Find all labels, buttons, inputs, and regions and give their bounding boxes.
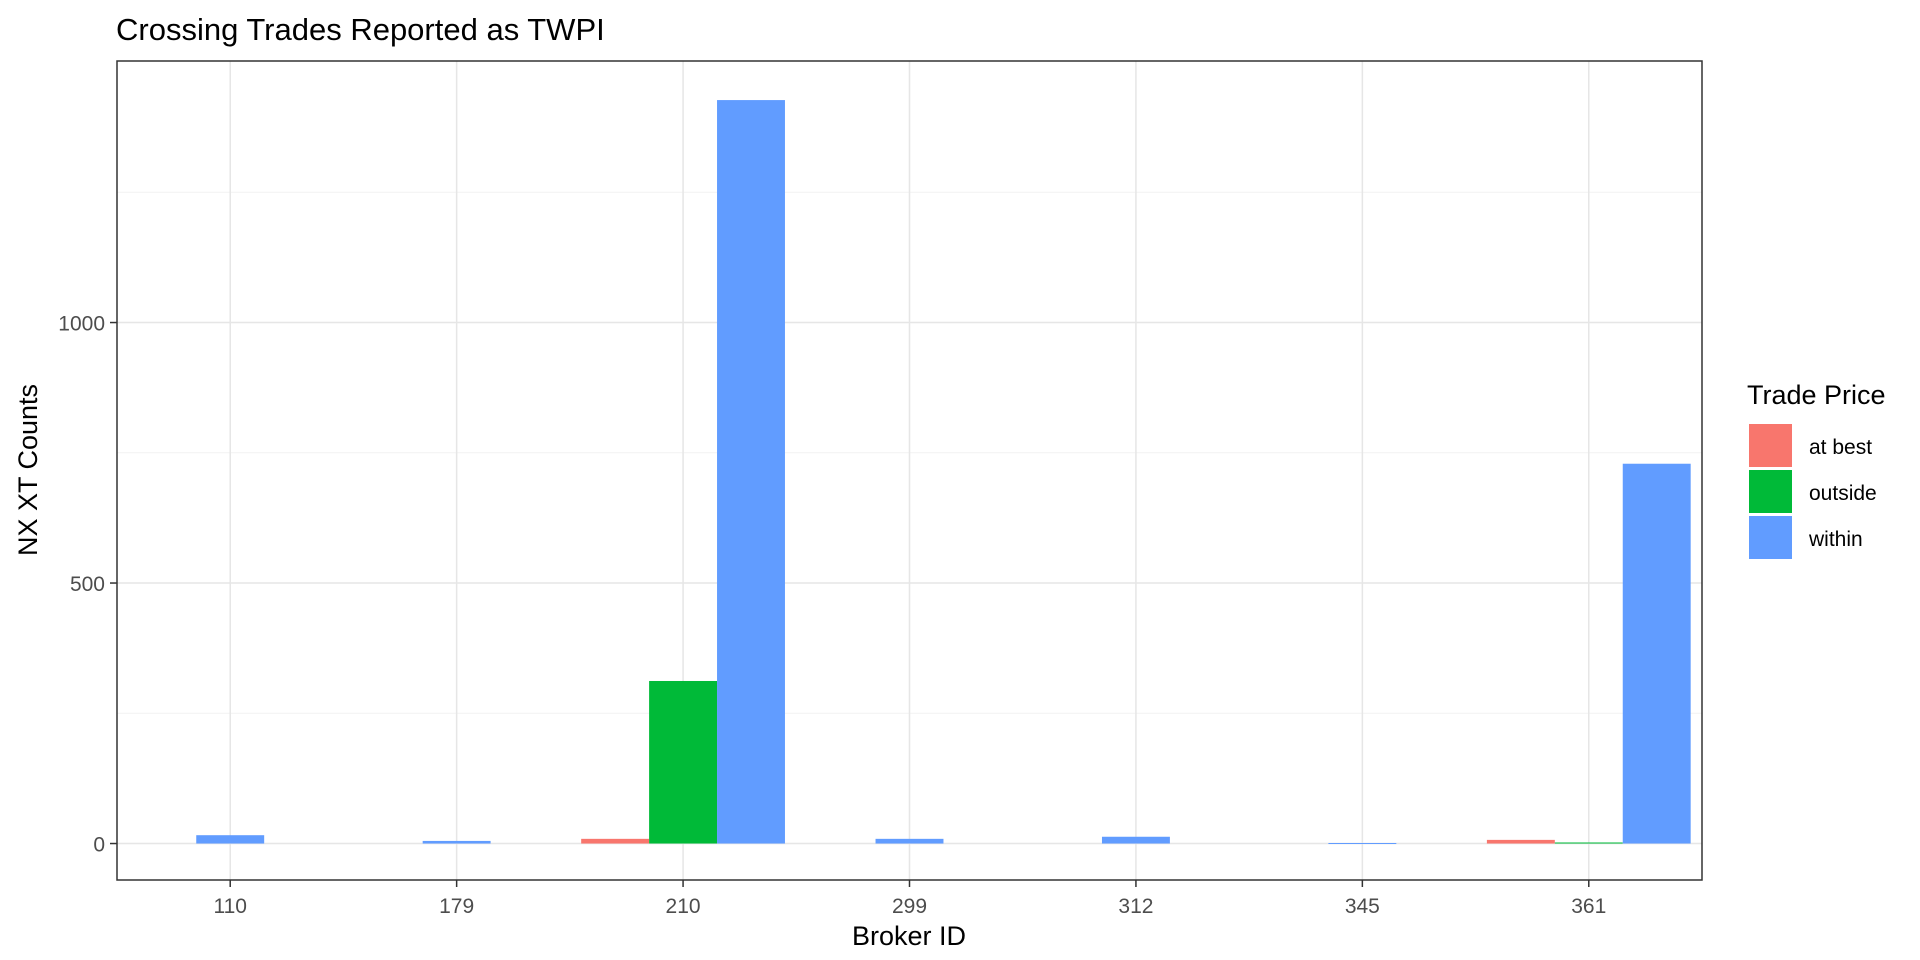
- legend-items: at best outside within: [1749, 424, 1877, 559]
- bar-361-at-best: [1486, 839, 1555, 844]
- y-tick-label: 1000: [58, 313, 105, 336]
- bar-361-outside: [1554, 842, 1623, 844]
- legend-label: at best: [1809, 436, 1872, 459]
- bars: [196, 100, 1691, 845]
- legend: Trade Price at best outside within: [1747, 380, 1886, 559]
- bar-345-within: [1328, 843, 1397, 845]
- bar-110-within: [196, 835, 265, 844]
- legend-label: within: [1808, 528, 1863, 551]
- y-tick-label: 500: [70, 573, 105, 596]
- legend-swatch-within: [1749, 516, 1792, 559]
- x-tick-label: 110: [213, 895, 246, 918]
- bar-210-within: [717, 100, 785, 844]
- bar-210-at-best: [581, 838, 650, 844]
- y-axis-label: NX XT Counts: [13, 384, 43, 556]
- x-tick-label: 210: [666, 895, 701, 918]
- x-axis-label: Broker ID: [852, 921, 966, 951]
- legend-title: Trade Price: [1747, 380, 1886, 410]
- x-tick-label: 179: [439, 895, 474, 918]
- x-tick-label: 361: [1571, 895, 1606, 918]
- x-tick-label: 299: [892, 895, 927, 918]
- x-tick-label: 312: [1118, 895, 1153, 918]
- x-ticks: 110 179 210 299 312 345 361: [213, 880, 1606, 918]
- legend-label: outside: [1809, 482, 1877, 505]
- bar-179-within: [422, 840, 491, 844]
- legend-swatch-at-best: [1749, 424, 1792, 467]
- chart-title: Crossing Trades Reported as TWPI: [116, 12, 605, 47]
- bar-312-within: [1101, 836, 1170, 844]
- bar-361-within: [1622, 463, 1691, 844]
- grid: [117, 61, 1702, 880]
- legend-swatch-outside: [1749, 470, 1792, 513]
- bar-299-within: [875, 838, 944, 844]
- y-tick-label: 0: [93, 834, 105, 857]
- x-tick-label: 345: [1345, 895, 1380, 918]
- bar-210-outside: [649, 680, 718, 844]
- y-ticks: 0 500 1000: [58, 313, 117, 857]
